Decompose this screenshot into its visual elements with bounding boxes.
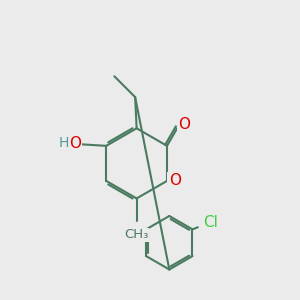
Text: H: H [58, 136, 69, 151]
Text: O: O [69, 136, 81, 151]
Text: O: O [169, 173, 181, 188]
Text: Cl: Cl [203, 215, 218, 230]
Text: O: O [178, 117, 190, 132]
Text: CH₃: CH₃ [124, 228, 149, 241]
